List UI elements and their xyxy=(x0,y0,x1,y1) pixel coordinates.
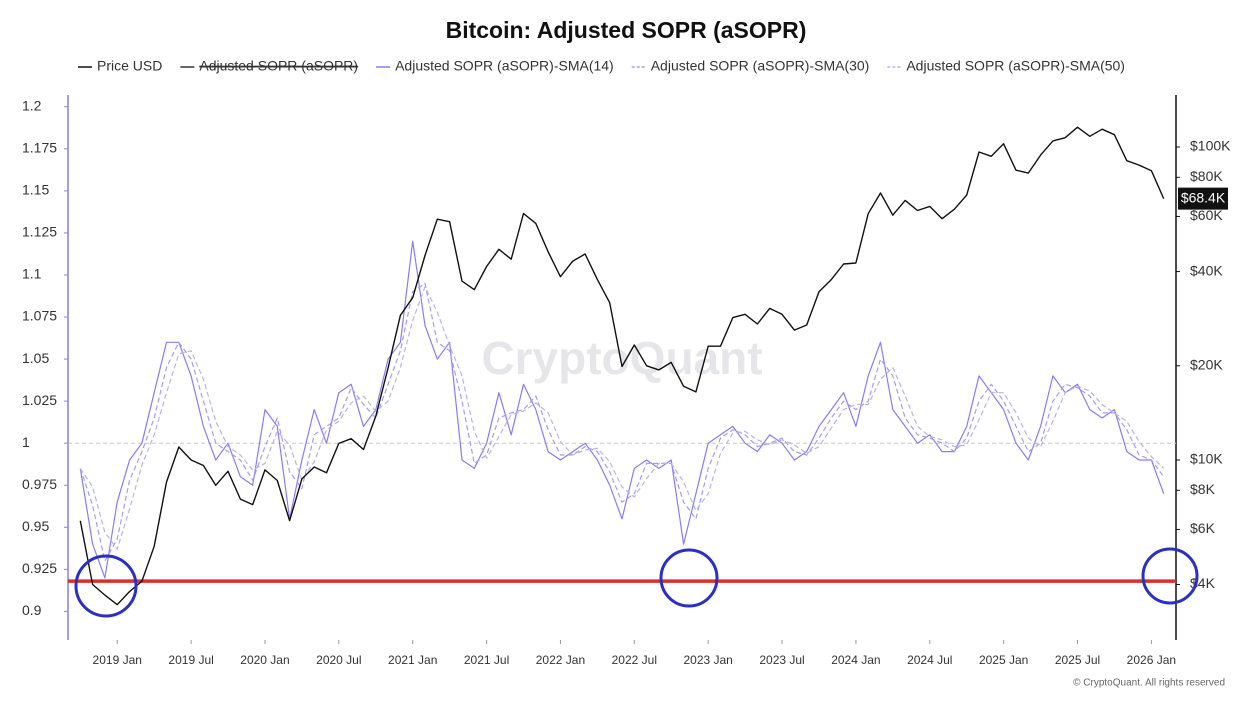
y-tick-label: 1.175 xyxy=(22,140,57,156)
y2-tick-label: $6K xyxy=(1190,520,1216,536)
x-tick-label: 2024 Jul xyxy=(907,653,952,667)
chart-title: Bitcoin: Adjusted SOPR (aSOPR) xyxy=(446,17,807,43)
x-tick-label: 2026 Jan xyxy=(1127,653,1176,667)
x-tick-label: 2022 Jan xyxy=(536,653,585,667)
x-tick-label: 2020 Jul xyxy=(316,653,361,667)
y-tick-label: 1 xyxy=(22,434,30,450)
x-tick-label: 2019 Jul xyxy=(168,653,213,667)
sopr-line xyxy=(79,282,1165,562)
y-tick-label: 0.975 xyxy=(22,476,57,492)
y2-tick-label: $8K xyxy=(1190,481,1216,497)
highlight-circle xyxy=(659,548,719,608)
legend-label: Adjusted SOPR (aSOPR)-SMA(14) xyxy=(395,58,614,74)
sopr-line xyxy=(79,240,1165,579)
x-tick-label: 2019 Jan xyxy=(93,653,142,667)
highlight-circle xyxy=(1141,547,1199,605)
x-tick-label: 2024 Jan xyxy=(831,653,880,667)
y-tick-label: 0.9 xyxy=(22,602,42,618)
y2-tick-label: $80K xyxy=(1190,168,1223,184)
x-tick-label: 2023 Jul xyxy=(759,653,804,667)
y-tick-label: 1.1 xyxy=(22,266,42,282)
y2-tick-label: $20K xyxy=(1190,356,1223,372)
price-badge xyxy=(1178,187,1228,210)
price-badge-label: $68.4K xyxy=(1181,189,1226,205)
x-tick-label: 2020 Jan xyxy=(240,653,289,667)
x-tick-label: 2025 Jul xyxy=(1055,653,1100,667)
x-tick-label: 2021 Jan xyxy=(388,653,437,667)
highlight-circle xyxy=(74,554,138,618)
legend-label: Adjusted SOPR (aSOPR)-SMA(30) xyxy=(651,58,870,74)
legend-label: Price USD xyxy=(97,58,162,74)
y2-tick-label: $100K xyxy=(1190,138,1231,154)
y-tick-label: 1.025 xyxy=(22,392,57,408)
legend-label: Adjusted SOPR (aSOPR) xyxy=(199,58,358,74)
y2-tick-label: $40K xyxy=(1190,262,1223,278)
x-tick-label: 2021 Jul xyxy=(464,653,509,667)
y-tick-label: 0.925 xyxy=(22,560,57,576)
price-line xyxy=(79,126,1165,606)
x-tick-label: 2022 Jul xyxy=(612,653,657,667)
footer: © CryptoQuant. All rights reserved xyxy=(1073,678,1225,689)
y2-tick-label: $10K xyxy=(1190,451,1223,467)
legend-label: Adjusted SOPR (aSOPR)-SMA(50) xyxy=(906,58,1125,74)
watermark: CryptoQuant xyxy=(481,332,762,384)
annotation-circles xyxy=(74,547,1199,618)
y-tick-label: 0.95 xyxy=(22,518,49,534)
y-tick-label: 1.2 xyxy=(22,97,42,113)
y-tick-label: 1.15 xyxy=(22,182,49,198)
y-tick-label: 1.075 xyxy=(22,308,57,324)
y-tick-label: 1.05 xyxy=(22,350,49,366)
y-tick-label: 1.125 xyxy=(22,224,57,240)
sopr-line xyxy=(79,286,1165,550)
y2-tick-label: $60K xyxy=(1190,207,1223,223)
plot-area: 0.9 0.925 0.95 0.975 1 1.025 1.05 1.075 1.1 1.125… xyxy=(22,58,1231,667)
x-tick-label: 2023 Jan xyxy=(683,653,732,667)
x-tick-label: 2025 Jan xyxy=(979,653,1028,667)
